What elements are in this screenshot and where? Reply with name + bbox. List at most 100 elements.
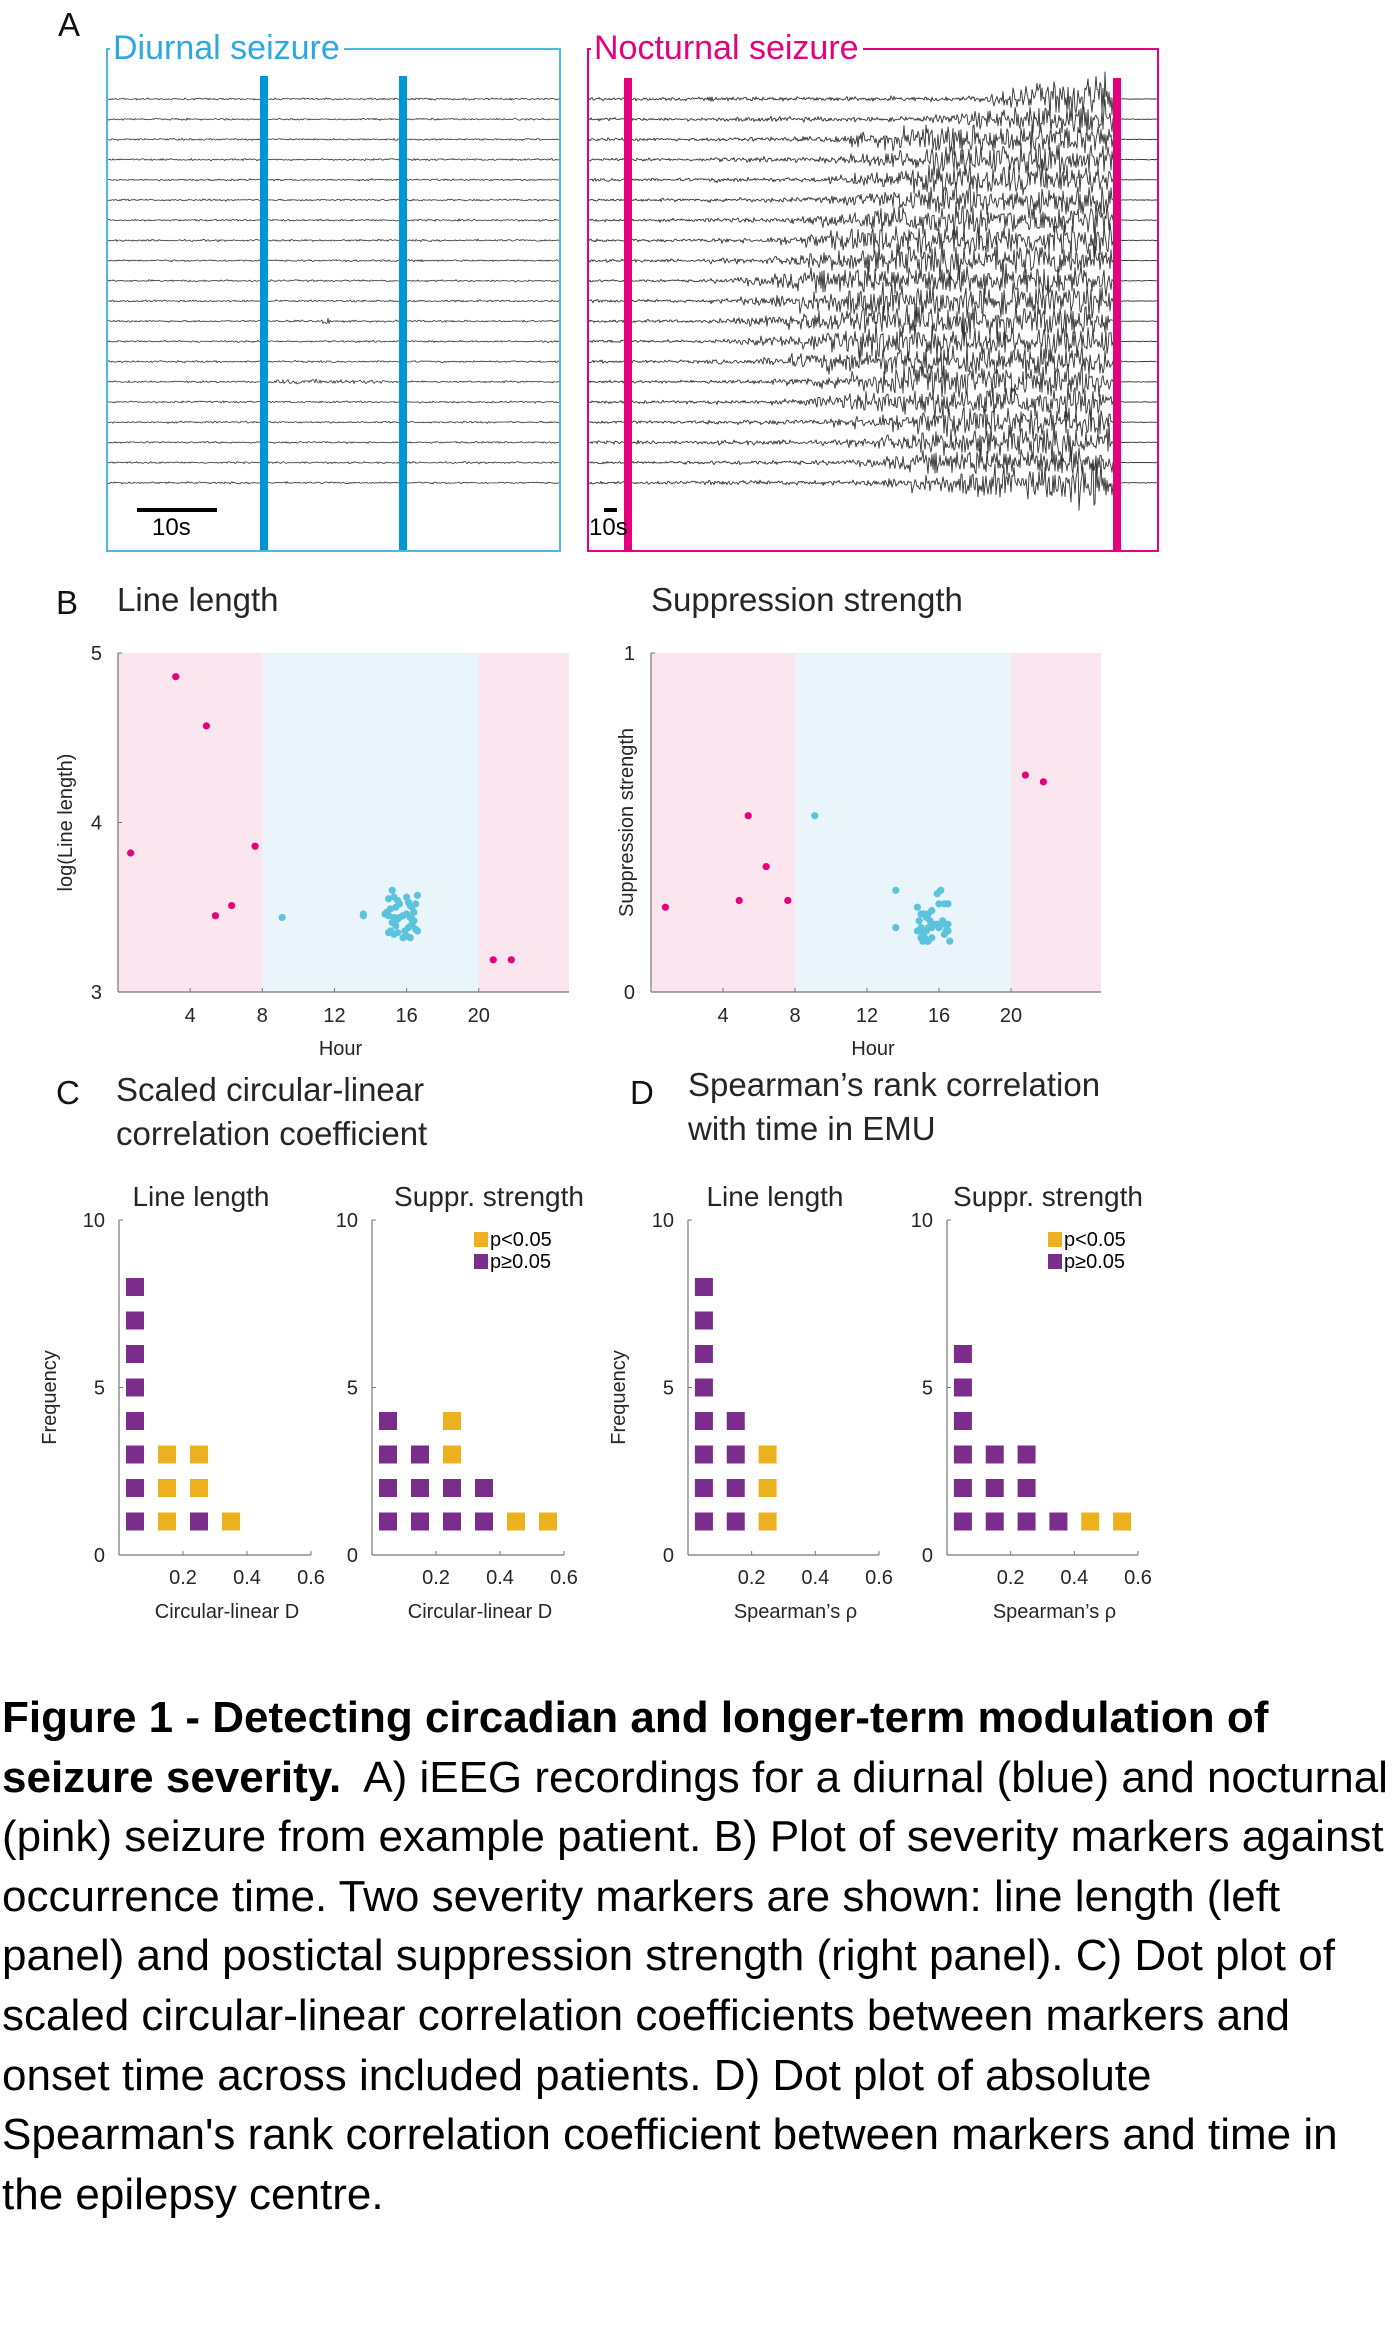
nonsignificant-patient-marker bbox=[411, 1512, 429, 1531]
eeg-channel-trace bbox=[588, 406, 1158, 439]
diurnal-seizure-point bbox=[359, 910, 367, 918]
nocturnal-seizure-point bbox=[202, 722, 210, 730]
night-shading bbox=[118, 653, 263, 992]
diurnal-seizure-point bbox=[278, 913, 286, 922]
x-axis-label: Hour bbox=[851, 1038, 895, 1060]
night-shading bbox=[478, 653, 569, 992]
diurnal-seizure-point bbox=[385, 929, 393, 937]
significant-patient-marker bbox=[758, 1479, 777, 1497]
nonsignificant-patient-marker bbox=[726, 1479, 745, 1497]
nonsignificant-patient-marker bbox=[694, 1479, 713, 1497]
nonsignificant-patient-marker bbox=[694, 1345, 713, 1363]
eeg-channel-trace bbox=[588, 363, 1157, 398]
eeg-channel-trace bbox=[588, 383, 1158, 423]
diurnal-seizure-point bbox=[935, 900, 943, 908]
diurnal-seizure-point bbox=[388, 886, 396, 894]
eeg-channel-trace bbox=[588, 161, 1157, 196]
nonsignificant-patient-marker bbox=[1049, 1512, 1068, 1531]
dot-plot-d-line-length: Line length 0 5 10 0.2 0.4 0.6 Spearman’s ρ Freq… bbox=[608, 1181, 893, 1623]
diurnal-seizure-point bbox=[913, 927, 921, 935]
significant-patient-marker bbox=[758, 1512, 777, 1531]
diurnal-seizure-point bbox=[944, 920, 952, 928]
eeg-channel-trace bbox=[107, 400, 560, 404]
eeg-channel-trace bbox=[108, 360, 560, 364]
eeg-channel-trace bbox=[108, 178, 560, 182]
nonsignificant-patient-marker bbox=[1017, 1445, 1036, 1464]
eeg-channel-trace bbox=[588, 217, 1158, 260]
y-tick-label: 5 bbox=[663, 1378, 674, 1400]
nocturnal-scale-bar-label: 10s bbox=[589, 514, 628, 541]
diurnal-seizure-point bbox=[406, 901, 414, 910]
eeg-channel-trace bbox=[588, 142, 1158, 179]
panel-letter-c: C bbox=[56, 1074, 80, 1111]
diurnal-seizure-point bbox=[399, 912, 407, 920]
night-shading bbox=[651, 653, 795, 992]
nocturnal-seizure-point bbox=[127, 849, 135, 857]
y-tick-label: 1 bbox=[624, 643, 635, 665]
diurnal-seizure-label: Diurnal seizure bbox=[110, 31, 344, 65]
diurnal-eeg-traces bbox=[107, 76, 560, 550]
seizure-onset-marker bbox=[260, 76, 268, 550]
nocturnal-seizure-point bbox=[1021, 771, 1029, 779]
x-axis-label: Circular-linear D bbox=[408, 1601, 552, 1623]
x-tick-label: 12 bbox=[323, 1005, 345, 1027]
diurnal-seizure-point bbox=[892, 923, 900, 932]
eeg-channel-trace bbox=[107, 317, 560, 325]
diurnal-seizure-point bbox=[413, 891, 422, 899]
nocturnal-seizure-point bbox=[228, 901, 236, 910]
diurnal-seizure-point bbox=[944, 927, 952, 935]
x-axis-label: Circular-linear D bbox=[155, 1601, 299, 1623]
y-tick-label: 5 bbox=[347, 1378, 358, 1400]
diurnal-seizure-point bbox=[394, 929, 402, 937]
nonsignificant-patient-marker bbox=[953, 1479, 972, 1497]
legend-label: p<0.05 bbox=[490, 1229, 552, 1251]
nonsignificant-patient-marker bbox=[726, 1445, 745, 1464]
nonsignificant-patient-marker bbox=[985, 1445, 1004, 1464]
y-tick-label: 5 bbox=[91, 643, 102, 665]
nonsignificant-patient-marker bbox=[985, 1512, 1004, 1531]
x-tick-label: 16 bbox=[396, 1005, 418, 1027]
diurnal-seizure-point bbox=[408, 915, 416, 923]
nocturnal-seizure-point bbox=[172, 673, 180, 681]
diurnal-seizure-point bbox=[392, 903, 400, 911]
y-tick-label: 0 bbox=[922, 1545, 933, 1567]
eeg-channel-trace bbox=[588, 99, 1158, 136]
x-tick-label: 0.2 bbox=[738, 1567, 766, 1589]
y-tick-label: 4 bbox=[91, 813, 102, 835]
x-tick-label: 0.4 bbox=[801, 1567, 829, 1589]
significant-patient-marker bbox=[507, 1512, 525, 1531]
eeg-channel-trace bbox=[588, 201, 1158, 241]
nonsignificant-patient-marker bbox=[126, 1412, 144, 1430]
diurnal-seizure-point bbox=[935, 923, 943, 932]
nocturnal-seizure-point bbox=[744, 812, 752, 820]
y-tick-label: 0 bbox=[347, 1545, 358, 1567]
x-tick-label: 0.4 bbox=[486, 1567, 514, 1589]
eeg-channel-trace bbox=[107, 279, 560, 283]
dot-plot-d-suppr-strength: Suppr. strength 0 5 10 0.2 0.4 0.6 Spearman’s ρ… bbox=[911, 1181, 1152, 1623]
panel-letter-b: B bbox=[56, 584, 79, 621]
seizure-onset-marker bbox=[624, 78, 632, 550]
legend-swatch bbox=[474, 1254, 488, 1269]
eeg-channel-trace bbox=[588, 459, 1158, 511]
eeg-channel-trace bbox=[588, 281, 1158, 320]
nocturnal-eeg-traces bbox=[588, 71, 1158, 550]
y-tick-label: 5 bbox=[922, 1378, 933, 1400]
nonsignificant-patient-marker bbox=[190, 1512, 208, 1531]
nonsignificant-patient-marker bbox=[126, 1278, 144, 1296]
eeg-channel-trace bbox=[107, 158, 560, 162]
nonsignificant-patient-marker bbox=[694, 1512, 713, 1531]
x-tick-label: 16 bbox=[928, 1005, 950, 1027]
nonsignificant-patient-marker bbox=[694, 1378, 713, 1397]
diurnal-seizure-point bbox=[811, 812, 819, 820]
subplot-title: Line length bbox=[706, 1181, 843, 1212]
nocturnal-seizure-point bbox=[211, 912, 220, 920]
nocturnal-seizure-point bbox=[1039, 778, 1047, 786]
panel-letter-a: A bbox=[58, 6, 81, 43]
significant-patient-marker bbox=[539, 1512, 557, 1531]
diurnal-scale-bar-label: 10s bbox=[152, 514, 191, 541]
x-tick-label: 0.2 bbox=[169, 1567, 197, 1589]
x-tick-label: 0.6 bbox=[550, 1567, 578, 1589]
eeg-channel-trace bbox=[588, 181, 1157, 219]
x-tick-label: 4 bbox=[185, 1005, 196, 1027]
significant-patient-marker bbox=[158, 1479, 176, 1497]
